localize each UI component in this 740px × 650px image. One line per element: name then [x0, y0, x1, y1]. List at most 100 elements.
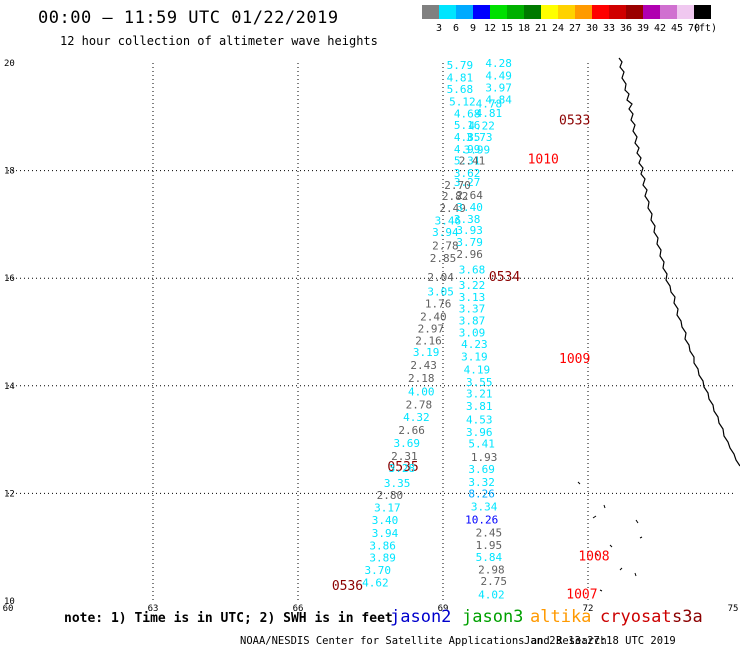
swh-value: 3.09 [459, 326, 486, 339]
swh-value: 3.37 [459, 303, 486, 316]
swh-value: 3.34 [471, 501, 498, 514]
swh-value: 3.68 [459, 263, 486, 276]
lon-tick-label: 66 [293, 604, 304, 614]
legend-swatch [643, 5, 660, 19]
legend-label: 6 [452, 23, 460, 34]
india-west-coastline [618, 57, 740, 467]
legend-swatch [422, 5, 439, 19]
legend-label: 27 [568, 23, 582, 34]
lon-tick-label: 69 [438, 604, 449, 614]
swh-value: 3.28 [389, 462, 416, 475]
pass-time-label: 1007 [566, 587, 597, 602]
swh-value: 3.17 [374, 502, 401, 515]
legend-swatch [507, 5, 524, 19]
swh-observations: 5.79 4.28 4.81 4.49 5.68 3.97 5.12 4.844.784.68… [362, 57, 512, 602]
legend-label: 21 [534, 23, 548, 34]
swh-value: 10.26 [465, 514, 498, 527]
lon-tick-label: 60 [3, 604, 14, 614]
swh-value: 3.89 [369, 552, 396, 565]
swh-value: 3.19 [413, 346, 440, 359]
legend-label: 70 [687, 23, 701, 34]
swh-value: 3.05 [427, 285, 454, 298]
swh-value: 4.68 [454, 107, 481, 120]
legend-swatch [558, 5, 575, 19]
swh-value: 3.94 [372, 527, 399, 540]
legend-swatch [490, 5, 507, 19]
swh-value: 3.35 [384, 477, 411, 490]
legend-swatch [677, 5, 694, 19]
credit-text: NOAA/NESDIS Center for Satellite Applica… [240, 635, 607, 647]
swh-value: 5.41 [468, 438, 495, 451]
swh-value: 4.85 [454, 131, 481, 144]
legend-unit: (ft) [693, 23, 718, 34]
swh-value: 3.94 [432, 226, 459, 239]
swh-value: 3.96 [466, 426, 493, 439]
legend-swatch [456, 5, 473, 19]
swh-value: 3.55 [466, 376, 493, 389]
swh-value: 2.96 [456, 248, 483, 261]
swh-value: 1.93 [471, 451, 498, 464]
swh-value: 3.27 [454, 176, 481, 189]
generated-timestamp: Jan 23 13:27:18 UTC 2019 [524, 635, 676, 647]
legend-label: 42 [653, 23, 667, 34]
swh-value: 5.68 [447, 83, 474, 96]
swh-value: 3.46 [435, 214, 462, 227]
pass-time-label: 0536 [332, 579, 363, 594]
pass-time-label: 1008 [578, 550, 609, 565]
legend-label: 18 [517, 23, 531, 34]
swh-value: 2.66 [398, 424, 425, 437]
swh-value: 3.32 [468, 476, 495, 489]
swh-value: 4.49 [485, 70, 512, 83]
swh-value: 4.23 [461, 338, 488, 351]
lat-tick-label: 16 [4, 274, 15, 284]
satellite-name: jason3 [462, 607, 524, 627]
swh-value: 3.38 [454, 213, 481, 226]
swh-value: 4.81 [476, 107, 503, 120]
swh-value: 3.22 [459, 279, 486, 292]
swh-value: 2.64 [456, 189, 483, 202]
legend-label: 30 [585, 23, 599, 34]
swh-value: 2.16 [415, 334, 442, 347]
swh-value: 2.45 [476, 526, 503, 539]
legend-swatch [592, 5, 609, 19]
swh-value: 2.31 [391, 450, 418, 463]
swh-value: 3.62 [454, 167, 481, 180]
swh-value: 2.49 [439, 202, 466, 215]
swh-value: 3.79 [456, 236, 483, 249]
satellite-name: s3a [672, 607, 703, 627]
pass-time-label: 1010 [528, 153, 559, 168]
swh-value: 2.98 [478, 564, 505, 577]
footer-note: note: 1) Time is in UTC; 2) SWH is in fe… [64, 611, 393, 626]
chart-subtitle: 12 hour collection of altimeter wave hei… [60, 34, 378, 48]
swh-value: 4.84 [485, 93, 512, 106]
legend-swatch [541, 5, 558, 19]
swh-value: 2.40 [420, 311, 447, 324]
map-gridlines [8, 63, 733, 601]
pass-time-label: 0533 [559, 113, 590, 128]
legend-swatch [575, 5, 592, 19]
lat-tick-label: 10 [4, 597, 15, 607]
legend-label: 15 [500, 23, 514, 34]
legend-label: 39 [636, 23, 650, 34]
swh-value: 4.81 [447, 71, 474, 84]
legend-swatch [694, 5, 711, 19]
swh-value: 2.43 [410, 359, 437, 372]
swh-value: 3.70 [365, 564, 392, 577]
swh-value: 2.18 [408, 372, 435, 385]
swh-value: 2.41 [459, 155, 486, 168]
swh-value: 4.19 [464, 363, 491, 376]
swh-value: 3.19 [461, 351, 488, 364]
swh-value: 2.97 [418, 323, 445, 336]
swh-value: 2.70 [444, 179, 471, 192]
swh-value: 4.02 [478, 588, 505, 601]
map-axis-labels: 60 63 66 69 72 75 10 12 14 16 18 20 [3, 59, 739, 614]
swh-value: 5.12 [449, 96, 476, 109]
swh-value: 5.79 [447, 59, 474, 72]
swh-value: 3.81 [466, 400, 493, 413]
satellite-name: jason2 [390, 607, 452, 627]
swh-value: 1.95 [476, 539, 503, 552]
lat-tick-label: 14 [4, 382, 15, 392]
swh-value: 3.86 [369, 539, 396, 552]
pass-time-labels: 0533 1010 0534 1009 0535 1008 0536 1007 [332, 113, 610, 602]
